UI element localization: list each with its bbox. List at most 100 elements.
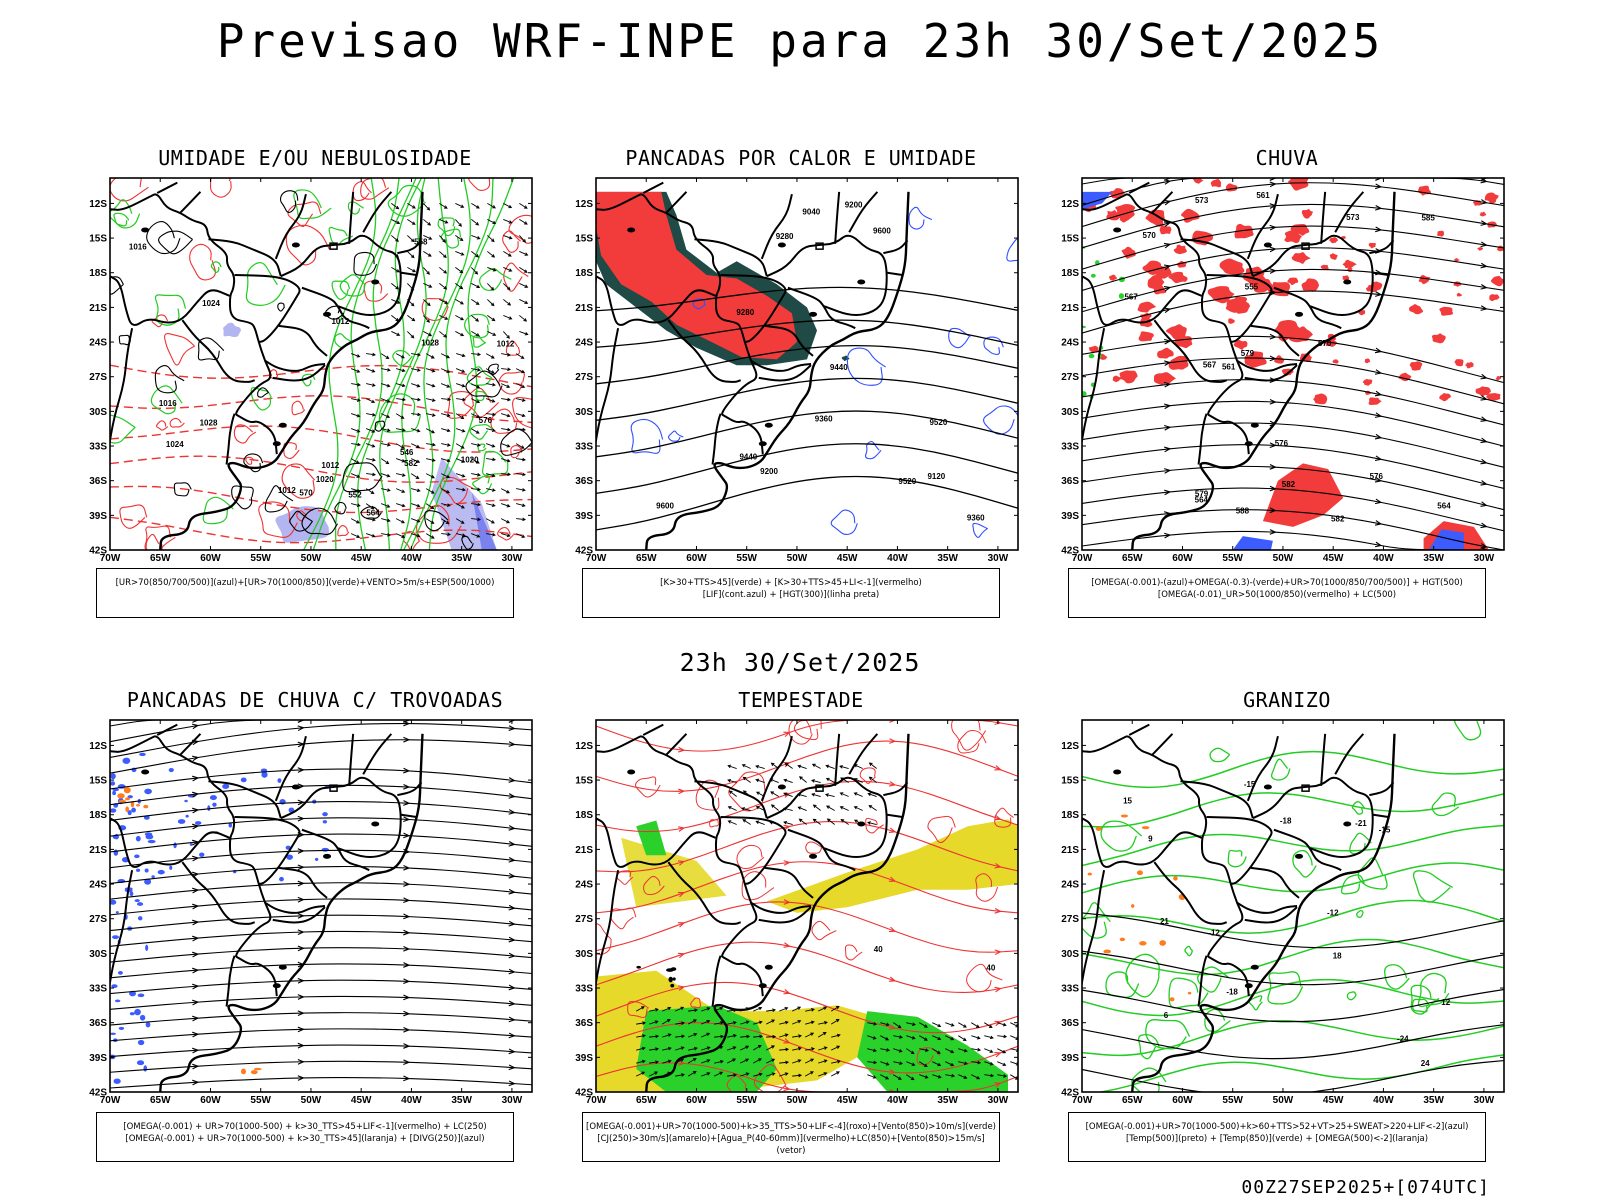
wind-vector	[701, 1019, 711, 1025]
border-line	[1244, 906, 1298, 924]
divergence-blue-dot	[145, 944, 149, 951]
streamline-arrow	[1164, 381, 1172, 388]
wind-vector	[380, 398, 391, 403]
border-line	[1373, 813, 1389, 819]
wind-vector	[485, 368, 495, 374]
wind-vector	[824, 793, 835, 797]
streamline-arrow	[1163, 179, 1172, 185]
streamline-arrow	[192, 935, 200, 942]
wind-vector	[425, 503, 435, 510]
wind-vector	[503, 283, 511, 291]
border-line	[1246, 193, 1279, 260]
humidity-green-contour	[301, 373, 316, 387]
y-tick-label: 39S	[89, 1053, 107, 1064]
divergence-blue-dot	[314, 857, 319, 861]
streamline-arrow	[1374, 433, 1383, 440]
wind-vector	[455, 443, 465, 449]
streamline-arrow	[1374, 390, 1383, 397]
streamline-arrow	[1269, 268, 1277, 274]
wind-vector	[792, 1073, 803, 1078]
divergence-blue-dot	[240, 777, 247, 783]
wind-vector	[410, 458, 421, 463]
border-line	[208, 780, 282, 819]
border-line	[694, 238, 768, 277]
streamline-arrow	[297, 880, 305, 887]
isobar	[197, 337, 225, 361]
streamline-arrow	[403, 1043, 411, 1049]
map-content	[110, 720, 532, 1092]
wind-vector	[997, 1048, 1007, 1054]
isobar	[158, 230, 193, 255]
border-line	[234, 816, 301, 886]
lake-mark	[1295, 853, 1304, 859]
wind-vector	[797, 806, 807, 811]
wind-vector	[503, 315, 513, 320]
omega-orange-dot	[1173, 876, 1178, 881]
streamline-arrow	[508, 968, 516, 975]
contour-label: 582	[1282, 480, 1296, 489]
border-line	[1244, 364, 1298, 382]
contour-label: 9200	[845, 200, 863, 209]
hgt300-contour	[596, 319, 1018, 348]
wind-vector	[350, 428, 361, 433]
forecast-map: 5885825795765735705675645615555855825795…	[1061, 177, 1505, 564]
streamline-arrow	[403, 832, 411, 839]
contour-label: 40	[986, 964, 995, 973]
x-tick-label: 60W	[1172, 1095, 1193, 1106]
y-tick-label: 42S	[89, 1088, 107, 1099]
humidity-green-contour	[475, 390, 487, 402]
humidity-green-contour	[464, 313, 490, 339]
y-tick-label: 30S	[89, 949, 107, 960]
streamline-arrow	[1164, 360, 1172, 367]
border-line	[667, 319, 742, 383]
wind-vector	[503, 251, 512, 257]
temp850-contour	[1346, 991, 1357, 1001]
wind-vector	[893, 1022, 902, 1029]
streamline-arrow	[1480, 458, 1488, 465]
isobar	[353, 251, 378, 276]
isobar	[465, 370, 503, 398]
x-tick-label: 30W	[988, 553, 1009, 564]
wind-vector	[487, 219, 497, 225]
wind-vector	[441, 458, 451, 463]
wind-vector	[919, 1022, 928, 1028]
wind-vector	[471, 443, 481, 447]
storm-orange-dot	[118, 799, 127, 803]
wind-vector	[688, 1032, 698, 1038]
divergence-blue-dot	[261, 771, 268, 778]
wind-vector	[830, 1005, 840, 1012]
wind-vector	[919, 1061, 928, 1067]
wind-vector	[997, 1022, 1007, 1027]
streamline-arrow	[1374, 455, 1383, 462]
streamline-arrow	[1480, 437, 1488, 444]
wind-vector	[516, 398, 526, 402]
wind-vector	[407, 219, 416, 225]
streamline-arrow	[508, 809, 516, 815]
map-frame	[1081, 719, 1505, 1093]
wind-vector	[391, 331, 401, 336]
streamline-arrow	[403, 1059, 411, 1066]
x-tick-label: 50W	[301, 553, 322, 564]
wind-vector	[380, 413, 391, 419]
lake-mark	[857, 821, 866, 827]
contour-label: 9600	[873, 227, 891, 236]
humidity-green-contour	[331, 280, 351, 300]
border-line	[1082, 735, 1250, 997]
lc850-contour	[690, 997, 702, 1009]
wind-vector	[779, 1072, 789, 1077]
streamline-arrow	[403, 864, 411, 871]
x-tick-label: 30W	[1474, 553, 1495, 564]
wind-vector	[440, 518, 450, 525]
x-tick-label: 35W	[937, 553, 958, 564]
wind-vector	[742, 776, 751, 783]
wind-vector	[880, 1022, 890, 1027]
streamline-arrow	[403, 1026, 411, 1033]
wind-vector	[381, 443, 391, 447]
streamline-arrow	[192, 791, 200, 798]
wind-vector	[868, 776, 877, 783]
contour-label: 21	[1160, 917, 1169, 926]
lc850-contour	[975, 873, 999, 902]
x-tick-label: 70W	[1072, 1095, 1093, 1106]
rain-red-area	[1320, 264, 1329, 271]
wind-vector	[423, 283, 433, 288]
